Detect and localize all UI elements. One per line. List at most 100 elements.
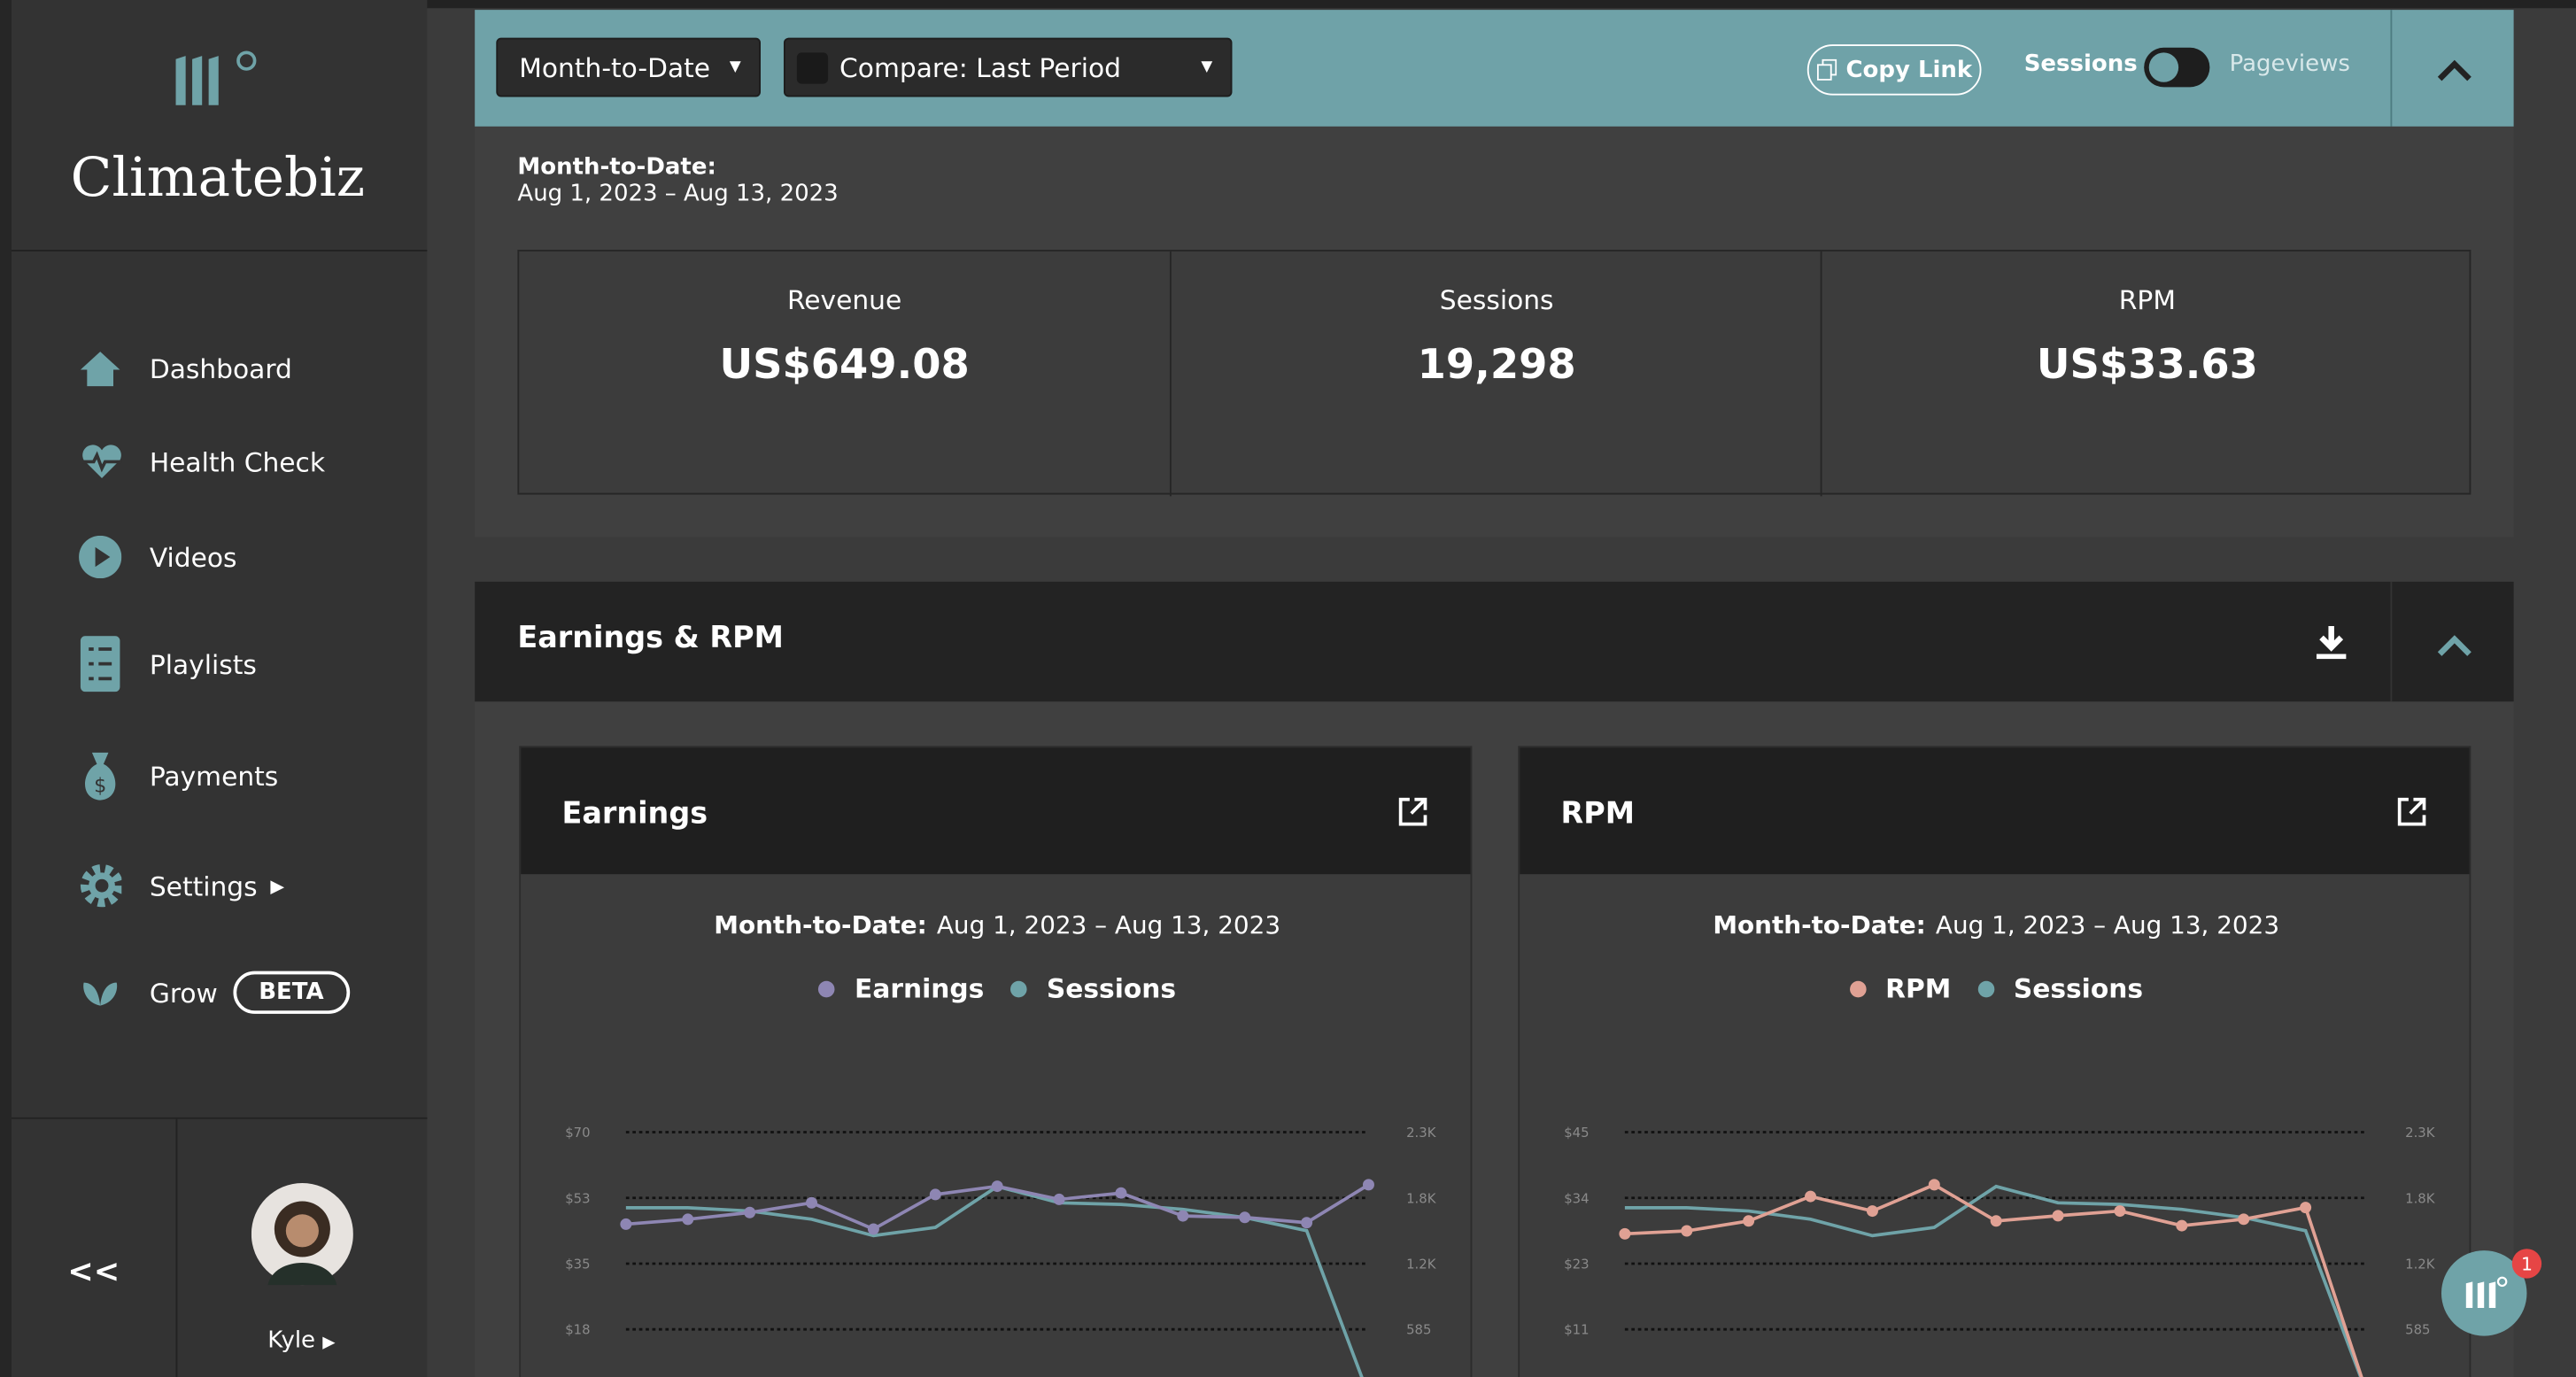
data-point xyxy=(867,1223,879,1235)
data-point xyxy=(1743,1215,1755,1227)
data-point xyxy=(2052,1210,2064,1222)
metric: Revenue US$649.08 xyxy=(519,251,1170,496)
toggle-left-label: Sessions xyxy=(2023,50,2138,78)
metrics-box: Revenue US$649.08 Sessions 19,298 RPM US$33… xyxy=(517,250,2473,497)
y2-tick-label: 1.8K xyxy=(1406,1191,1437,1206)
data-point xyxy=(806,1196,818,1209)
legend-label: Sessions xyxy=(2013,972,2144,1004)
legend-item: Sessions xyxy=(1976,972,2144,1004)
y-tick-label: $11 xyxy=(1564,1323,1589,1338)
nav-item[interactable]: Dashboard xyxy=(79,344,292,393)
card-title: Earnings xyxy=(561,796,708,832)
nav-item[interactable]: Health Check xyxy=(79,437,325,487)
copy-link[interactable]: Copy Link xyxy=(1806,44,1982,96)
metric-label: Sessions xyxy=(1439,284,1554,316)
data-point xyxy=(1301,1217,1313,1229)
collapse-button[interactable]: << xyxy=(67,1253,120,1290)
legend-label: RPM xyxy=(1885,972,1952,1004)
nav-label: Payments xyxy=(149,760,279,792)
data-point xyxy=(1990,1215,2002,1227)
checkbox xyxy=(796,51,829,83)
card-title: RPM xyxy=(1560,796,1635,832)
metric-label: Revenue xyxy=(786,284,902,316)
legend-item: RPM xyxy=(1849,973,1951,1004)
legend-label: Sessions xyxy=(1046,972,1177,1004)
metric-value: US$649.08 xyxy=(719,340,970,388)
icon xyxy=(79,440,122,483)
legend-label: Earnings xyxy=(855,972,985,1004)
chart-period: Month-to-Date: Aug 1, 2023 – Aug 13, 2023 xyxy=(521,910,1470,940)
brand: Climatebiz xyxy=(70,144,366,209)
legend-swatch xyxy=(1849,979,1866,997)
nav-label: Settings xyxy=(149,870,258,901)
nav-item[interactable]: Grow BETA xyxy=(79,968,351,1017)
data-point xyxy=(682,1213,694,1226)
y-tick-label: $35 xyxy=(565,1257,590,1273)
y2-tick-label: 1.2K xyxy=(2405,1257,2436,1273)
data-point xyxy=(1866,1205,1878,1218)
caret: ▶ xyxy=(270,875,285,897)
icon xyxy=(79,347,121,390)
summary-dates: Aug 1, 2023 – Aug 13, 2023 xyxy=(517,181,839,207)
data-point xyxy=(1115,1187,1127,1199)
range-select[interactable]: Month-to-Date ▼ xyxy=(496,37,762,97)
period-dates: Aug 1, 2023 – Aug 13, 2023 xyxy=(1935,910,2280,940)
y-tick-label: $34 xyxy=(1564,1191,1589,1206)
card-header: RPM xyxy=(1520,747,2470,875)
open-icon[interactable] xyxy=(1398,797,1427,826)
user[interactable]: Kyle ▶ xyxy=(267,1327,336,1355)
period-dates: Aug 1, 2023 – Aug 13, 2023 xyxy=(936,910,1281,940)
legend: Earnings Sessions xyxy=(521,972,1470,1004)
data-point xyxy=(1619,1227,1631,1240)
nav-item[interactable]: Settings ▶ xyxy=(79,861,284,910)
collapse-area[interactable] xyxy=(2390,10,2515,127)
data-point xyxy=(1239,1211,1251,1224)
divider xyxy=(11,250,428,251)
select-label: Month-to-Date xyxy=(519,51,711,83)
legend: RPM Sessions xyxy=(1520,972,2469,1004)
period-label: Month-to-Date: xyxy=(1713,910,1926,940)
nav-label: Dashboard xyxy=(149,352,292,384)
section-header: Earnings & RPM xyxy=(475,581,2515,702)
nav-label: Playlists xyxy=(149,648,257,680)
nav-label: Grow xyxy=(149,977,218,1009)
metric-label: RPM xyxy=(2118,284,2176,316)
y2-tick-label: 1.2K xyxy=(1406,1257,1437,1273)
data-point xyxy=(1362,1179,1374,1191)
nav-label: Health Check xyxy=(149,445,326,478)
nav-item[interactable]: Playlists xyxy=(79,636,257,692)
nav-item[interactable]: $ Payments xyxy=(79,751,278,801)
edge xyxy=(0,0,12,1377)
icon xyxy=(79,971,121,1014)
legend-swatch xyxy=(818,979,835,997)
y2-tick-label: 2.3K xyxy=(1406,1126,1437,1141)
period-label: Month-to-Date: xyxy=(714,910,927,940)
avatar xyxy=(251,1183,353,1286)
chat-button[interactable]: 1 xyxy=(2438,1246,2546,1342)
legend-swatch xyxy=(1010,979,1027,997)
y2-tick-label: 585 xyxy=(2405,1323,2430,1338)
nav-item[interactable]: Videos xyxy=(79,532,236,582)
y-tick-label: $53 xyxy=(565,1191,590,1206)
compare-select[interactable]: Compare: Last Period ▼ xyxy=(783,37,1233,97)
user-name: Kyle xyxy=(267,1327,316,1355)
data-point xyxy=(1928,1179,1940,1191)
toggle-right-label: Pageviews xyxy=(2229,50,2350,78)
legend-swatch xyxy=(1976,979,1994,997)
plot: $70 $53 $35 $18 2.3K 1.8K 1.2K 585 xyxy=(565,1126,1437,1377)
collapse-area[interactable] xyxy=(2390,581,2515,702)
svg-text:$: $ xyxy=(94,774,106,797)
data-point xyxy=(1177,1210,1189,1222)
toggle[interactable] xyxy=(2144,47,2210,88)
data-point xyxy=(2300,1202,2312,1214)
data-point xyxy=(1681,1225,1693,1237)
metric: RPM US$33.63 xyxy=(1820,251,2473,497)
card-header: Earnings xyxy=(521,747,1471,875)
data-point xyxy=(744,1206,756,1218)
legend-item: Sessions xyxy=(1010,973,1176,1004)
download-icon[interactable] xyxy=(2315,624,2348,661)
open-icon[interactable] xyxy=(2397,797,2426,826)
metric-value: US$33.63 xyxy=(2036,340,2258,388)
data-point xyxy=(2176,1219,2188,1232)
